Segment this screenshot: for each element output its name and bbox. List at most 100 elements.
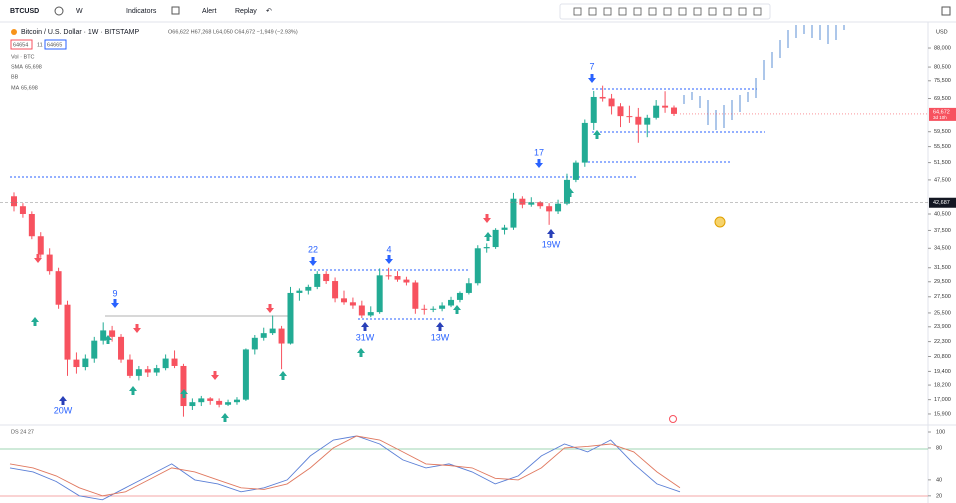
candle-body xyxy=(19,206,26,214)
drawing-tool[interactable] xyxy=(603,7,612,16)
candle-body xyxy=(635,116,642,125)
candle-body xyxy=(492,229,499,248)
candle-body xyxy=(46,254,53,272)
signal-arrow xyxy=(484,232,492,241)
candle-body xyxy=(64,304,71,360)
candle-body xyxy=(617,106,624,117)
btc-icon xyxy=(11,29,17,35)
candle-body xyxy=(100,330,107,341)
candle-body xyxy=(144,369,151,373)
candle-body xyxy=(109,330,116,337)
candle-body xyxy=(510,198,517,228)
y-tick-label: 19,400 xyxy=(934,369,951,375)
y-tick-label: 88,000 xyxy=(934,45,951,51)
y-tick-label: 47,500 xyxy=(934,177,951,183)
indicators-button[interactable]: Indicators xyxy=(126,8,157,15)
signal-arrow xyxy=(133,324,141,333)
candle-body xyxy=(662,105,669,108)
signal-arrow xyxy=(221,413,229,422)
y-tick-label: 40,500 xyxy=(934,211,951,217)
signal-arrow xyxy=(31,317,39,326)
candle-body xyxy=(216,400,223,405)
add-symbol[interactable] xyxy=(54,6,64,16)
bid-box[interactable] xyxy=(10,39,33,50)
drawing-tool[interactable] xyxy=(633,7,642,16)
drawing-tool[interactable] xyxy=(678,7,687,16)
projection xyxy=(683,25,845,130)
y-tick-label: 25,500 xyxy=(934,310,951,316)
drawing-tools xyxy=(573,7,762,16)
candle-body xyxy=(537,202,544,207)
drawing-tool[interactable] xyxy=(753,7,762,16)
alert-button[interactable]: Alert xyxy=(202,8,216,15)
signal-arrow xyxy=(104,335,112,344)
signal-arrow xyxy=(59,396,67,405)
candle-body xyxy=(367,312,374,316)
drawing-tool[interactable] xyxy=(693,7,702,16)
candle-body xyxy=(474,248,481,284)
y-tick-label: 22,300 xyxy=(934,339,951,345)
drawing-tool[interactable] xyxy=(618,7,627,16)
drawing-tool[interactable] xyxy=(723,7,732,16)
drawing-tool[interactable] xyxy=(663,7,672,16)
signal-arrow xyxy=(180,389,188,398)
y-tick-label: 55,500 xyxy=(934,144,951,150)
drawing-tool[interactable] xyxy=(738,7,747,16)
crosshair-label-box xyxy=(929,197,956,208)
drawing-tool[interactable] xyxy=(648,7,657,16)
candle-body xyxy=(358,305,365,316)
candle-body xyxy=(314,273,321,287)
y-tick-label: 29,500 xyxy=(934,279,951,285)
candle-body xyxy=(608,98,615,107)
drawing-tool[interactable] xyxy=(588,7,597,16)
signal-arrow xyxy=(279,371,287,380)
candle-body xyxy=(37,236,44,255)
candle-body xyxy=(126,359,133,376)
candle-body xyxy=(448,299,455,306)
candle-body xyxy=(528,202,535,205)
symbol-search[interactable]: BTCUSD xyxy=(10,8,39,15)
candle-body xyxy=(287,292,294,344)
osc-tick-label: 20 xyxy=(936,493,942,499)
candle-body xyxy=(644,117,651,125)
layouts-button[interactable] xyxy=(171,6,180,15)
y-tick-label: 23,900 xyxy=(934,324,951,330)
annotation: 31W xyxy=(356,332,375,342)
bid: 64654 xyxy=(13,42,28,48)
annotation: 20W xyxy=(54,405,73,415)
drawing-tool[interactable] xyxy=(708,7,717,16)
annotation: 4 xyxy=(386,244,391,254)
crosshair-label: 42,687 xyxy=(933,200,950,206)
signal-arrow xyxy=(129,386,137,395)
candle-body xyxy=(403,279,410,283)
candle-body xyxy=(305,286,312,291)
candle-body xyxy=(501,227,508,230)
replay-button[interactable]: Replay xyxy=(235,8,257,15)
signal-arrows xyxy=(31,74,601,422)
candle-body xyxy=(546,206,553,212)
candle-body xyxy=(581,122,588,163)
candle-body xyxy=(555,203,562,212)
y-tick-label: 27,500 xyxy=(934,294,951,300)
signal-arrow xyxy=(588,74,596,83)
ask-box[interactable] xyxy=(44,39,67,50)
oscillator-pane: 20 40 80 100 xyxy=(9,429,945,501)
candle-body xyxy=(260,333,267,338)
osc-tick-label: 40 xyxy=(936,477,942,483)
annotation: 13W xyxy=(431,332,450,342)
candle-body xyxy=(653,105,660,118)
fullscreen-button[interactable] xyxy=(941,6,951,16)
signal-arrow xyxy=(483,214,491,223)
undo-button[interactable]: ↶ xyxy=(266,8,272,15)
candle-body xyxy=(572,162,579,180)
time-marker[interactable] xyxy=(669,415,677,423)
candle-body xyxy=(233,399,240,403)
candle-body xyxy=(385,275,392,277)
candle-body xyxy=(171,358,178,366)
volume-legend: Vol · BTC xyxy=(11,54,35,60)
interval[interactable]: W xyxy=(76,8,83,15)
osc-tick-label: 80 xyxy=(936,445,942,451)
annotation: 17 xyxy=(534,147,544,157)
candle-body xyxy=(189,402,196,407)
drawing-tool[interactable] xyxy=(573,7,582,16)
